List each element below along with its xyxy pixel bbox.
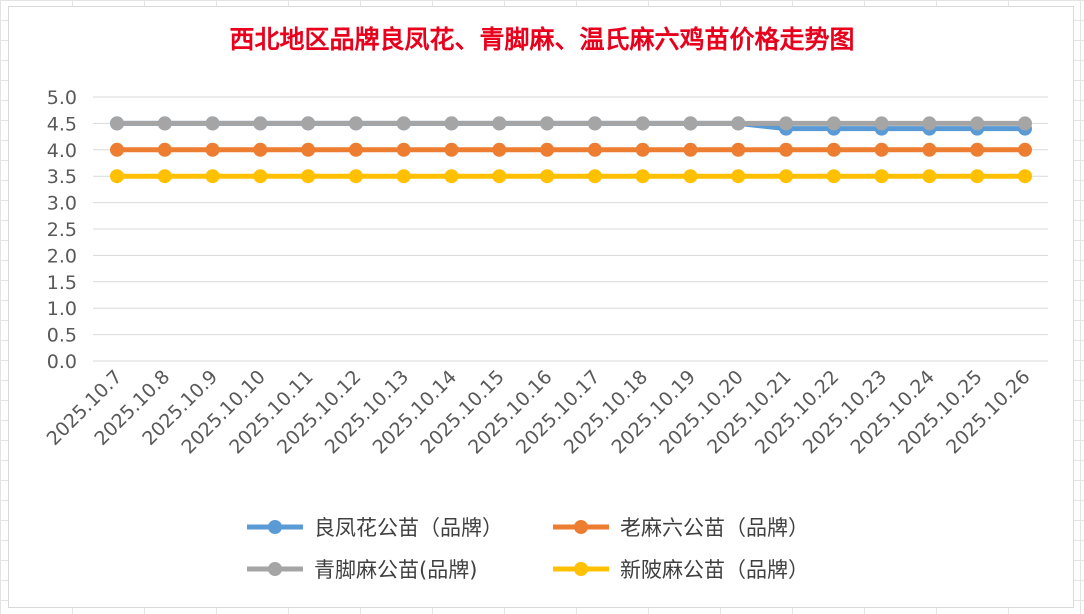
data-point <box>110 116 124 131</box>
series-2 <box>110 116 1032 131</box>
data-point <box>348 142 363 157</box>
data-point <box>157 169 172 184</box>
data-point <box>205 142 220 157</box>
data-point <box>826 116 841 131</box>
data-point <box>110 169 124 184</box>
data-point <box>635 142 650 157</box>
data-point <box>301 169 316 184</box>
y-tick-label: 5.0 <box>47 87 77 109</box>
y-axis-tick-labels: 0.0 0.5 1.0 1.5 2.0 2.5 3.0 3.5 4.0 4.5 5.0 <box>47 87 77 373</box>
legend-item[interactable]: 老麻六公苗（品牌） <box>553 516 809 540</box>
legend-marker <box>268 562 282 576</box>
data-point <box>635 116 650 131</box>
legend-marker <box>574 562 588 576</box>
data-point <box>396 169 411 184</box>
data-point <box>587 116 602 131</box>
data-point <box>157 142 172 157</box>
data-point <box>731 116 746 131</box>
y-tick-label: 0.5 <box>47 325 77 347</box>
data-point <box>253 169 268 184</box>
legend-label: 青脚麻公苗(品牌) <box>314 558 477 582</box>
data-point <box>1018 169 1032 184</box>
data-point <box>1018 116 1032 131</box>
data-point <box>779 169 794 184</box>
y-tick-label: 1.5 <box>47 272 77 294</box>
data-point <box>922 169 937 184</box>
legend-label: 新陂麻公苗（品牌） <box>620 558 809 582</box>
y-tick-label: 2.5 <box>47 219 77 241</box>
chart-area[interactable] <box>8 6 1074 608</box>
x-axis-tick-labels: 2025.10.72025.10.82025.10.92025.10.10202… <box>43 366 1035 458</box>
data-point <box>826 169 841 184</box>
data-point <box>396 116 411 131</box>
data-point <box>587 142 602 157</box>
data-point <box>540 142 555 157</box>
series-3 <box>110 169 1032 184</box>
data-point <box>922 142 937 157</box>
data-point <box>683 142 698 157</box>
data-point <box>348 116 363 131</box>
data-point <box>922 116 937 131</box>
gridlines <box>93 96 1048 362</box>
data-point <box>731 142 746 157</box>
data-point <box>970 169 985 184</box>
data-point <box>731 169 746 184</box>
y-tick-label: 2.0 <box>47 245 77 267</box>
data-point <box>826 142 841 157</box>
data-point <box>205 169 220 184</box>
legend-item[interactable]: 良凤花公苗（品牌） <box>247 516 503 540</box>
data-point <box>348 169 363 184</box>
series-0 <box>110 116 1032 136</box>
data-point <box>874 142 889 157</box>
y-tick-label: 4.0 <box>47 140 77 162</box>
data-point <box>874 116 889 131</box>
data-point <box>301 142 316 157</box>
legend-item[interactable]: 青脚麻公苗(品牌) <box>247 558 477 582</box>
legend[interactable]: 良凤花公苗（品牌） 老麻六公苗（品牌） 青脚麻公苗(品牌) 新陂麻公苗（品牌） <box>247 516 809 582</box>
data-point <box>779 142 794 157</box>
y-tick-label: 3.0 <box>47 193 77 215</box>
data-point <box>444 116 459 131</box>
y-tick-label: 1.0 <box>47 298 77 320</box>
legend-marker <box>574 520 588 534</box>
y-tick-label: 3.5 <box>47 166 77 188</box>
data-point <box>492 116 507 131</box>
chart-title: 西北地区品牌良凤花、青脚麻、温氏麻六鸡苗价格走势图 <box>229 25 854 54</box>
legend-label: 老麻六公苗（品牌） <box>620 516 809 540</box>
data-point <box>683 169 698 184</box>
data-point <box>301 116 316 131</box>
data-point <box>1018 142 1032 157</box>
data-point <box>444 142 459 157</box>
data-point <box>444 169 459 184</box>
data-point <box>205 116 220 131</box>
data-point <box>874 169 889 184</box>
data-point <box>683 116 698 131</box>
data-point <box>253 142 268 157</box>
y-tick-label: 4.5 <box>47 113 77 135</box>
data-point <box>492 142 507 157</box>
y-tick-label: 0.0 <box>47 351 77 373</box>
plot-series <box>110 116 1032 184</box>
data-point <box>970 142 985 157</box>
data-point <box>157 116 172 131</box>
data-point <box>587 169 602 184</box>
data-point <box>970 116 985 131</box>
data-point <box>779 116 794 131</box>
series-1 <box>110 142 1032 157</box>
legend-label: 良凤花公苗（品牌） <box>314 516 503 540</box>
data-point <box>540 116 555 131</box>
data-point <box>540 169 555 184</box>
data-point <box>253 116 268 131</box>
legend-marker <box>268 520 282 534</box>
data-point <box>396 142 411 157</box>
data-point <box>110 142 124 157</box>
data-point <box>635 169 650 184</box>
data-point <box>492 169 507 184</box>
legend-item[interactable]: 新陂麻公苗（品牌） <box>553 558 809 582</box>
